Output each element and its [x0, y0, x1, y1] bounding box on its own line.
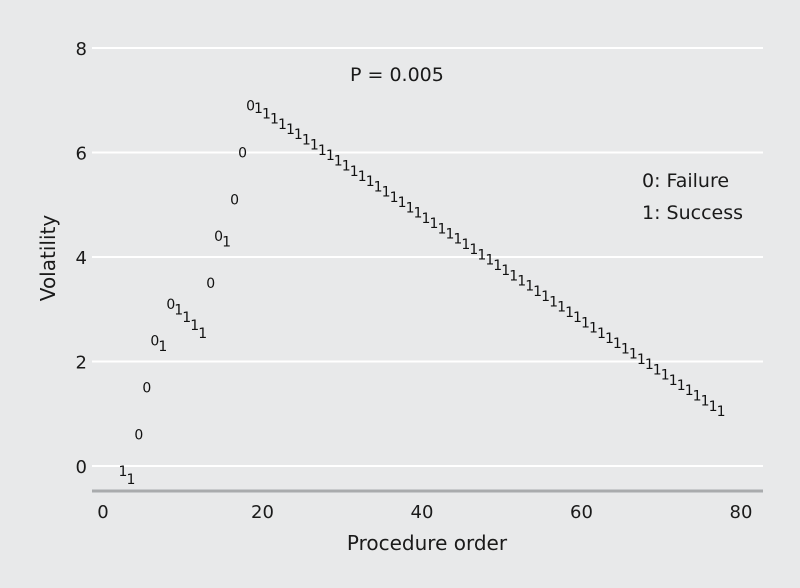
point-1: 1 — [541, 289, 550, 305]
point-0: 0 — [206, 276, 215, 292]
point-1: 1 — [294, 127, 303, 143]
x-tick-label: 80 — [730, 502, 753, 523]
point-1: 1 — [461, 237, 470, 253]
y-tick-label: 8 — [76, 39, 87, 60]
point-1: 1 — [573, 310, 582, 326]
point-0: 0 — [214, 229, 223, 245]
point-1: 1 — [613, 336, 622, 352]
y-tick-labels: 0 2 4 6 8 — [76, 39, 87, 478]
point-1: 1 — [414, 206, 423, 222]
point-1: 1 — [485, 253, 494, 269]
point-1: 1 — [334, 153, 343, 169]
x-tick-label: 40 — [411, 502, 434, 523]
point-1: 1 — [637, 352, 646, 368]
point-1: 1 — [477, 247, 486, 263]
point-1: 1 — [645, 357, 654, 373]
point-1: 1 — [709, 399, 718, 415]
point-1: 1 — [629, 347, 638, 363]
y-axis-title: Volatility — [36, 215, 60, 302]
point-1: 1 — [222, 234, 231, 250]
point-1: 1 — [533, 284, 542, 300]
y-tick-label: 4 — [76, 248, 87, 269]
point-1: 1 — [565, 305, 574, 321]
point-1: 1 — [557, 300, 566, 316]
point-1: 1 — [589, 321, 598, 337]
point-1: 1 — [677, 378, 686, 394]
point-1: 1 — [302, 132, 311, 148]
point-1: 1 — [174, 302, 183, 318]
point-1: 1 — [406, 200, 415, 216]
point-1: 1 — [493, 258, 502, 274]
point-1: 1 — [653, 362, 662, 378]
point-1: 1 — [445, 226, 454, 242]
point-1: 1 — [358, 169, 367, 185]
point-0: 0 — [142, 381, 151, 397]
point-1: 1 — [597, 326, 606, 342]
legend-failure: 0: Failure — [642, 170, 729, 192]
p-value-annotation: P = 0.005 — [350, 64, 444, 86]
x-axis-title: Procedure order — [347, 531, 508, 555]
legend-success: 1: Success — [642, 202, 743, 224]
point-1: 1 — [430, 216, 439, 232]
point-1: 1 — [437, 221, 446, 237]
point-1: 1 — [278, 117, 287, 133]
point-0: 0 — [246, 98, 255, 114]
y-tick-label: 0 — [76, 457, 87, 478]
point-1: 1 — [270, 112, 279, 128]
point-1: 1 — [342, 159, 351, 175]
point-1: 1 — [262, 106, 271, 122]
point-0: 0 — [150, 334, 159, 350]
point-1: 1 — [685, 383, 694, 399]
point-1: 1 — [469, 242, 478, 258]
point-1: 1 — [374, 179, 383, 195]
point-1: 1 — [382, 185, 391, 201]
point-1: 1 — [390, 190, 399, 206]
point-1: 1 — [517, 274, 526, 290]
point-1: 1 — [701, 394, 710, 410]
x-tick-labels: 0 20 40 60 80 — [97, 502, 752, 523]
point-0: 0 — [166, 297, 175, 313]
point-1: 1 — [126, 472, 135, 488]
point-1: 1 — [717, 404, 726, 420]
point-1: 1 — [581, 315, 590, 331]
point-1: 1 — [549, 294, 558, 310]
point-1: 1 — [310, 138, 319, 154]
point-1: 1 — [661, 368, 670, 384]
point-1: 1 — [182, 310, 191, 326]
x-tick-label: 60 — [570, 502, 593, 523]
point-1: 1 — [254, 101, 263, 117]
point-1: 1 — [422, 211, 431, 227]
point-1: 1 — [669, 373, 678, 389]
point-0: 0 — [134, 428, 143, 444]
point-1: 1 — [286, 122, 295, 138]
y-tick-label: 2 — [76, 353, 87, 374]
point-1: 1 — [350, 164, 359, 180]
gridlines — [92, 47, 763, 467]
point-1: 1 — [318, 143, 327, 159]
point-1: 1 — [525, 279, 534, 295]
point-1: 1 — [326, 148, 335, 164]
point-0: 0 — [230, 193, 239, 209]
point-1: 1 — [198, 326, 207, 342]
point-1: 1 — [453, 232, 462, 248]
point-0: 0 — [238, 146, 247, 162]
point-1: 1 — [158, 339, 167, 355]
y-tick-label: 6 — [76, 144, 87, 165]
point-1: 1 — [366, 174, 375, 190]
point-1: 1 — [501, 263, 510, 279]
point-1: 1 — [693, 388, 702, 404]
x-tick-label: 20 — [251, 502, 274, 523]
point-1: 1 — [118, 464, 127, 480]
x-tick-label: 0 — [97, 502, 108, 523]
point-1: 1 — [621, 341, 630, 357]
point-1: 1 — [398, 195, 407, 211]
point-1: 1 — [605, 331, 614, 347]
point-1: 1 — [190, 318, 199, 334]
point-1: 1 — [509, 268, 518, 284]
